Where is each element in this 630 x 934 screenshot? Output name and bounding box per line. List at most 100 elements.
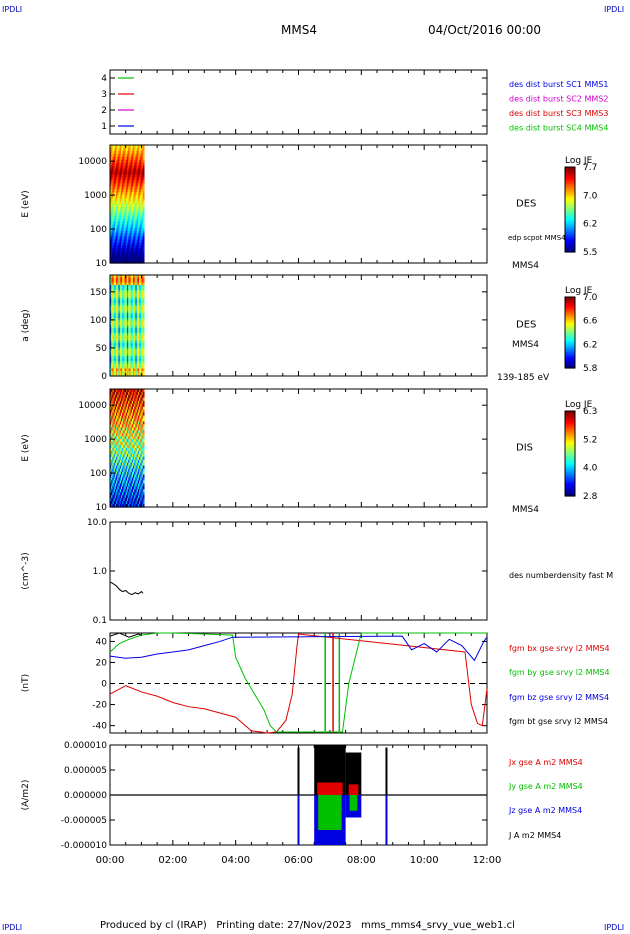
- legend-entry: des dist burst SC3 MMS3: [509, 109, 608, 118]
- heatmap-cell: [136, 307, 139, 311]
- heatmap-cell: [113, 365, 116, 370]
- heatmap-cell: [125, 363, 128, 367]
- heatmap-cell: [134, 174, 137, 179]
- heatmap-cell: [123, 177, 126, 181]
- heatmap-cell: [126, 415, 129, 420]
- heatmap-cell: [126, 486, 129, 490]
- heatmap-cell: [112, 483, 115, 487]
- colorbar-cell: [565, 186, 575, 189]
- heatmap-cell: [139, 368, 141, 372]
- heatmap-cell: [125, 474, 128, 479]
- heatmap-cell: [129, 317, 132, 322]
- heatmap-cell: [135, 409, 138, 414]
- heatmap-cell: [129, 277, 132, 281]
- heatmap-cell: [142, 215, 145, 220]
- heatmap-cell: [114, 295, 117, 299]
- heatmap-cell: [131, 345, 134, 349]
- heatmap-cell: [112, 328, 115, 332]
- heatmap-cell: [126, 348, 129, 352]
- heatmap-cell: [134, 450, 137, 455]
- heatmap-cell: [135, 320, 138, 324]
- heatmap-cell: [126, 439, 129, 443]
- heatmap-cell: [126, 345, 129, 349]
- colorbar-tick-label: 2.8: [583, 492, 598, 502]
- heatmap-cell: [133, 353, 135, 357]
- heatmap-cell: [135, 168, 138, 173]
- heatmap-cell: [131, 245, 134, 249]
- heatmap-cell: [114, 297, 117, 301]
- heatmap-cell: [118, 468, 121, 473]
- heatmap-cell: [136, 275, 139, 279]
- heatmap-cell: [129, 292, 132, 296]
- heatmap-cell: [112, 358, 115, 362]
- heatmap-cell: [125, 192, 128, 196]
- heatmap-cell: [135, 430, 138, 434]
- heatmap-cell: [124, 360, 127, 364]
- colorbar-cell: [565, 428, 575, 431]
- heatmap-cell: [123, 427, 126, 431]
- heatmap-cell: [113, 302, 116, 306]
- heatmap-cell: [122, 320, 124, 324]
- heatmap-cell: [116, 206, 118, 211]
- heatmap-cell: [125, 418, 128, 423]
- heatmap-cell: [142, 287, 145, 291]
- heatmap-cell: [139, 456, 141, 461]
- heatmap-cell: [140, 442, 143, 446]
- heatmap-cell: [129, 320, 132, 324]
- heatmap-cell: [133, 320, 135, 324]
- heatmap-cell: [110, 468, 112, 473]
- heatmap-cell: [131, 312, 134, 316]
- heatmap-cell: [113, 275, 116, 279]
- heatmap-cell: [111, 439, 114, 443]
- heatmap-cell: [135, 215, 138, 220]
- heatmap-cell: [122, 156, 124, 161]
- heatmap-cell: [130, 328, 133, 332]
- heatmap-cell: [117, 212, 120, 217]
- heatmap-cell: [119, 297, 122, 301]
- heatmap-cell: [120, 462, 123, 467]
- heatmap-cell: [128, 280, 130, 284]
- heatmap-cell: [117, 295, 120, 299]
- colorbar-cell: [565, 215, 575, 219]
- heatmap-cell: [119, 275, 122, 279]
- heatmap-cell: [125, 230, 128, 235]
- heatmap-cell: [124, 459, 127, 464]
- heatmap-cell: [136, 489, 139, 493]
- heatmap-cell: [142, 325, 145, 329]
- colorbar-cell: [565, 230, 575, 234]
- heatmap-cell: [120, 445, 123, 449]
- heatmap-cell: [114, 427, 117, 431]
- heatmap-cell: [140, 201, 143, 205]
- heatmap-cell: [135, 365, 138, 370]
- heatmap-cell: [130, 198, 133, 202]
- heatmap-cell: [137, 456, 140, 461]
- heatmap-cell: [140, 257, 143, 261]
- heatmap-cell: [111, 368, 114, 372]
- heatmap-cell: [141, 474, 144, 479]
- heatmap-cell: [112, 300, 115, 304]
- heatmap-cell: [120, 468, 123, 473]
- heatmap-cell: [123, 343, 126, 347]
- heatmap-cell: [139, 430, 141, 434]
- heatmap-cell: [110, 348, 112, 352]
- heatmap-cell: [119, 215, 122, 220]
- heatmap-cell: [129, 448, 132, 452]
- heatmap-cell: [122, 233, 124, 238]
- heatmap-cell: [139, 147, 141, 152]
- heatmap-cell: [110, 345, 112, 349]
- colorbar-cell: [565, 487, 575, 491]
- heatmap-cell: [119, 363, 122, 367]
- heatmap-cell: [140, 335, 143, 339]
- heatmap-cell: [140, 418, 143, 423]
- heatmap-cell: [136, 156, 139, 161]
- heatmap-cell: [124, 198, 127, 202]
- heatmap-cell: [117, 389, 120, 393]
- heatmap-cell: [141, 504, 144, 508]
- heatmap-cell: [114, 394, 117, 399]
- legend-entry: des dist burst SC4 MMS4: [509, 124, 608, 133]
- heatmap-cell: [111, 153, 114, 158]
- heatmap-cell: [110, 254, 112, 258]
- heatmap-cell: [111, 409, 114, 414]
- heatmap-cell: [120, 340, 123, 344]
- heatmap-cell: [134, 409, 137, 414]
